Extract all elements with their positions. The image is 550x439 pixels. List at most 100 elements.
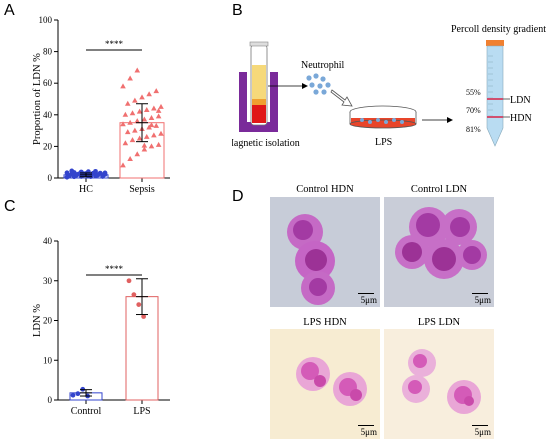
density-81: 81% (466, 125, 481, 134)
micrograph-label-control-hdn: Control HDN (296, 184, 354, 195)
panel-letter-a: A (4, 2, 15, 19)
data-point (124, 100, 131, 106)
data-point (122, 111, 129, 117)
data-point (134, 67, 141, 73)
data-point (100, 174, 106, 179)
significance-label: **** (105, 39, 124, 49)
data-point (66, 173, 72, 179)
data-point (132, 127, 138, 133)
neutrophil-cluster (306, 73, 331, 95)
x-tick-label: Sepsis (129, 184, 155, 195)
y-tick-label: 80 (43, 47, 53, 57)
density-55: 55% (466, 88, 481, 97)
y-tick-label: 30 (43, 276, 53, 286)
x-tick-label: LPS (133, 406, 150, 417)
panel-letter-c: C (4, 198, 16, 215)
micrograph-lps-ldn: 5μm (384, 329, 494, 439)
data-point (158, 103, 164, 109)
data-point (136, 135, 143, 141)
y-tick-label: 10 (43, 355, 53, 365)
scale-bar-label: 5μm (360, 295, 377, 305)
data-point (127, 119, 133, 125)
data-point (120, 162, 126, 168)
x-tick-label: Control (71, 406, 102, 417)
data-point (81, 171, 87, 177)
density-70: 70% (466, 106, 481, 115)
micrograph-control-hdn: 5μm (270, 197, 380, 307)
data-point (155, 113, 162, 119)
data-point (155, 107, 162, 113)
data-point (148, 143, 155, 149)
y-tick-label: 20 (43, 141, 53, 151)
data-point (134, 151, 141, 157)
neutrophil-label: Neutrophil (301, 60, 345, 71)
magnetic-isolation-label: Magnetic isolation (232, 138, 300, 149)
data-point (158, 130, 164, 136)
data-point (153, 122, 160, 128)
data-point (151, 105, 157, 111)
micrograph-lps-hdn: 5μm (270, 329, 380, 439)
workflow-diagram: Magnetic isolation Neutrophil LPS Percol… (232, 24, 546, 149)
y-tick-label: 100 (39, 15, 53, 25)
y-axis-label: Proportion of LDN % (32, 53, 43, 145)
data-point (120, 83, 126, 89)
data-point (102, 170, 108, 176)
micrograph-label-control-ldn: Control LDN (410, 184, 468, 195)
panel-letter-b: B (232, 2, 243, 19)
data-point (70, 392, 76, 398)
data-point (132, 97, 138, 103)
chart-a: 0 20 40 60 80 100 Proportion of LDN % HC Sepsis *… (32, 15, 170, 195)
data-point (136, 108, 143, 114)
chart-c: 0 10 20 30 40 LDN % Control LPS **** (32, 236, 170, 417)
micrograph-control-ldn: 5μm (384, 197, 494, 307)
micrograph-label-lps-ldn: LPS LDN (417, 317, 461, 328)
y-tick-label: 40 (43, 236, 53, 246)
percoll-label: Percoll density gradient (451, 24, 546, 35)
data-point (120, 121, 126, 127)
scale-bar-label: 5μm (474, 427, 491, 437)
data-point (127, 75, 133, 81)
data-point (155, 141, 162, 147)
ldn-layer-label: LDN (510, 95, 531, 106)
significance-label: **** (105, 264, 124, 274)
data-point (148, 122, 155, 128)
hdn-layer-label: HDN (510, 113, 532, 124)
y-tick-label: 0 (48, 395, 53, 405)
data-point (139, 94, 145, 100)
data-point (136, 302, 142, 307)
y-tick-label: 20 (43, 316, 53, 326)
data-point (74, 172, 79, 177)
hollow-arrow-icon (330, 89, 353, 107)
data-point (153, 88, 160, 94)
data-point (151, 132, 157, 138)
y-tick-label: 60 (43, 78, 53, 88)
y-tick-label: 0 (48, 173, 53, 183)
data-point (127, 156, 133, 162)
data-point (141, 314, 147, 319)
data-point (75, 391, 81, 397)
data-point (95, 172, 101, 178)
scale-bar-label: 5μm (474, 295, 491, 305)
data-point (93, 168, 98, 174)
data-point (148, 114, 155, 120)
data-point (122, 140, 129, 146)
data-point (141, 142, 148, 148)
data-point (141, 116, 148, 122)
data-point (141, 146, 148, 152)
lps-label: LPS (375, 137, 392, 148)
y-axis-label: LDN % (32, 304, 43, 337)
panel-letter-d: D (232, 188, 244, 205)
data-point (143, 107, 150, 113)
data-point (131, 292, 137, 298)
data-point (134, 118, 141, 124)
scale-bar-label: 5μm (360, 427, 377, 437)
data-point (143, 133, 150, 139)
percoll-tube (486, 45, 504, 147)
data-point (124, 129, 131, 135)
micrograph-label-lps-hdn: LPS HDN (303, 317, 347, 328)
data-point (126, 278, 132, 284)
data-point (129, 110, 136, 116)
x-tick-label: HC (79, 184, 93, 195)
data-point (146, 91, 152, 97)
data-point (129, 137, 136, 143)
